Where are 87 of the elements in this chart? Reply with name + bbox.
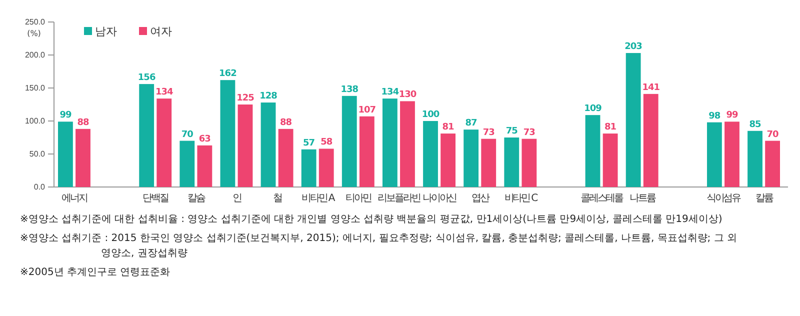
x-tick-label: 칼슘 [188,193,206,204]
data-label: 99 [60,110,72,121]
data-label: 73 [523,128,536,138]
bar [602,134,618,187]
x-tick-label: 식이섬유 [706,193,742,204]
bar [765,140,780,187]
bar [724,122,740,187]
x-tick-label: 나트륨 [629,193,656,204]
data-label: 134 [155,88,173,98]
bar [238,104,253,187]
bar [504,138,520,187]
y-tick-label: 100.0 [24,116,46,126]
bar [400,101,415,187]
bar [342,96,357,187]
text: ※영양소 섭취기준에 대한 섭취비율 : 영양소 섭취기준에 대한 개인별 영양소 섭취량 백분율의 평균값, 만1세이상(나트륨 만9세이상, 콜레스테롤 만19세이상) [20,214,722,225]
x-tick-label: 칼륨 [755,193,774,204]
x-tick-label: 엽산 [471,193,490,204]
data-label: 73 [482,128,495,138]
data-label: 98 [708,111,720,122]
bar [139,84,154,187]
data-label: 88 [280,118,292,128]
bar [58,122,73,187]
data-label: 156 [138,73,156,84]
data-label: 58 [320,138,332,148]
text: ※영양소 섭취기준 : 2015 한국인 영양소 섭취기준(보건복지부, 2015); 에너지, 필요추정량; 식이섬유, 칼륨, 충분섭취량; 콜레스테롤, 나트륨, 목표섭취량; 그 외 영양소, 권장섭취량 [20,233,738,259]
bar [643,94,658,187]
x-tick-label: 인 [232,193,242,204]
bar [382,98,398,187]
data-label: 57 [303,138,315,148]
data-label: 70 [181,130,194,140]
text: ※2005년 추계인구로 연령표준화 [20,267,170,278]
bar [423,121,438,187]
x-tick-label: 티아민 [346,193,372,204]
bar [197,145,212,187]
bar [706,122,722,187]
bar [522,138,537,187]
legend-label: 여자 [150,25,172,38]
bar [464,130,479,187]
bar [220,80,236,187]
bar [318,148,334,187]
data-label: 63 [198,134,211,144]
x-tick-label: 리보플라빈 [378,193,420,204]
data-label: 107 [358,105,376,116]
x-tick-label: 에너지 [62,193,88,204]
data-label: 81 [442,122,454,133]
bar [359,116,374,187]
data-label: 75 [506,126,518,136]
x-tick-label: 비타민 C [504,193,538,204]
data-label: 138 [340,84,358,95]
x-tick-label: 콜레스테롤 [580,193,624,204]
bar [278,128,294,187]
bar [481,138,496,187]
data-label: 109 [584,104,602,114]
y-tick-label: 150.0 [24,84,46,93]
bar [76,128,90,187]
bar [585,115,600,187]
x-tick-label: 단백질 [142,193,169,204]
data-label: 100 [422,110,440,120]
data-label: 87 [465,118,478,129]
data-label: 134 [381,88,399,98]
data-label: 81 [604,122,616,133]
data-label: 162 [219,69,237,80]
data-label: 130 [398,90,416,100]
data-label: 125 [236,94,254,104]
data-label: 128 [260,92,278,102]
data-label: 99 [726,110,738,121]
y-tick-label: 50.0 [29,150,46,159]
bar [301,149,316,187]
bar [156,98,172,187]
legend-label: 남자 [95,25,117,38]
x-tick-label: 철 [272,193,282,204]
y-tick-label: 0.0 [34,182,46,192]
bar [748,130,762,187]
y-tick-label: 200.0 [24,50,46,60]
x-tick-label: 나이아신 [422,193,457,204]
data-label: 203 [624,42,642,52]
bar [180,140,195,187]
bar [260,102,276,187]
data-label: 141 [642,82,660,93]
y-axis-title: (%) [27,29,41,38]
data-label: 85 [749,120,761,130]
bar [440,134,456,187]
data-label: 88 [77,118,89,128]
bar [626,53,641,187]
x-tick-label: 비타민 A [302,193,336,204]
y-tick-label: 250.0 [24,18,46,27]
data-label: 70 [766,130,779,140]
